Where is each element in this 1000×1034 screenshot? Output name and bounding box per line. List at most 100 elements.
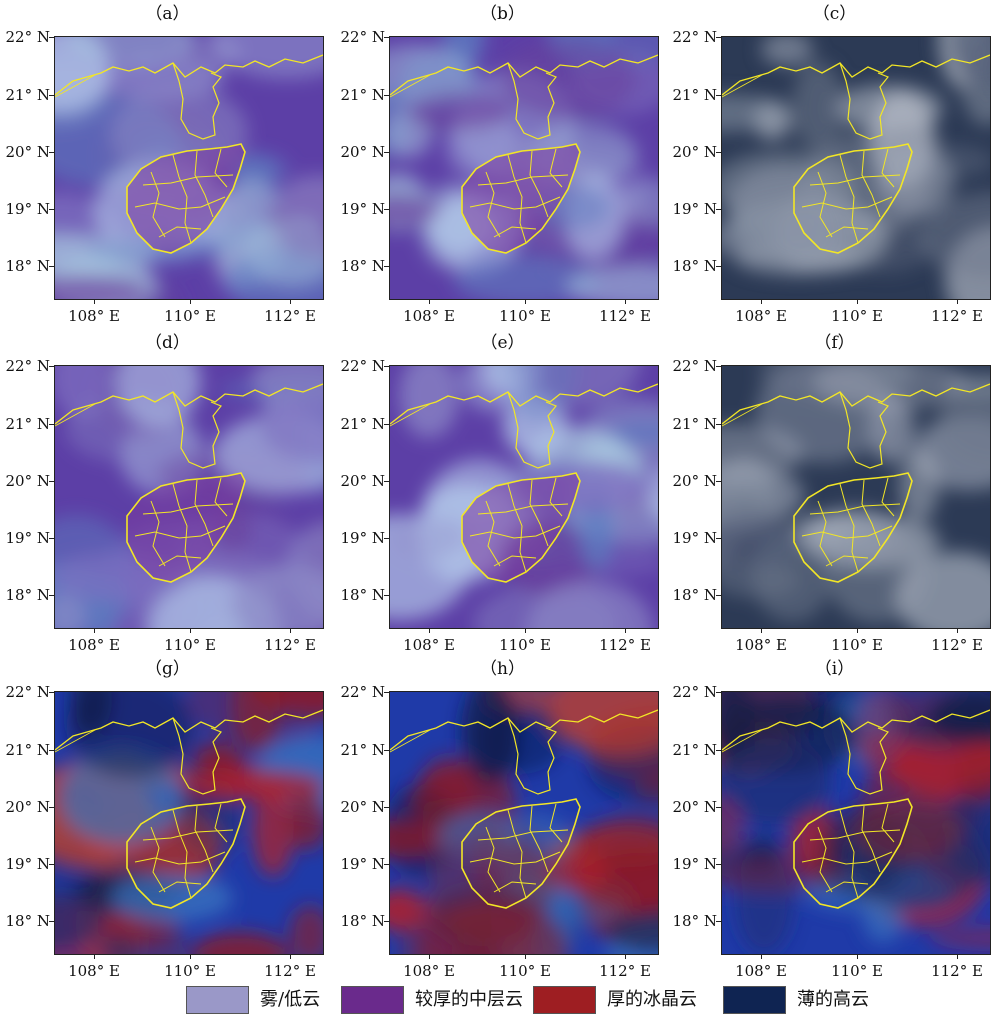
y-tick-label: 22° N	[340, 357, 385, 375]
y-tick-mark	[384, 595, 390, 596]
panel-title: （i）	[814, 659, 855, 679]
x-tick-label: 110° E	[831, 636, 883, 654]
x-tick-mark	[857, 954, 858, 959]
x-tick-label: 112° E	[931, 962, 983, 980]
x-tick-label: 110° E	[164, 962, 216, 980]
y-tick-label: 20° N	[340, 143, 385, 161]
panel-title: （c）	[812, 4, 857, 24]
y-tick-label: 22° N	[672, 683, 717, 701]
y-tick-mark	[384, 366, 390, 367]
panel-d: （d） 22° N 21° N 20° N 19° N 18° N 108° E 110° …	[0, 332, 335, 656]
panel-a: （a） 22° N 21° N 20° N 19° N 18° N 108° E 110° …	[0, 3, 335, 327]
y-tick-label: 21° N	[5, 415, 50, 433]
panel-h: （h） 22° N 21° N 20° N 19° N 18° N 108° E 110° …	[335, 658, 670, 982]
x-tick-mark	[857, 299, 858, 304]
x-tick-mark	[94, 628, 95, 633]
x-tick-mark	[290, 628, 291, 633]
y-tick-mark	[716, 750, 722, 751]
y-tick-label: 18° N	[340, 912, 385, 930]
x-tick-mark	[290, 299, 291, 304]
x-tick-mark	[957, 954, 958, 959]
y-tick-label: 20° N	[5, 472, 50, 490]
y-tick-label: 21° N	[672, 741, 717, 759]
y-tick-label: 19° N	[5, 200, 50, 218]
y-tick-mark	[716, 921, 722, 922]
y-tick-mark	[49, 95, 55, 96]
y-tick-label: 21° N	[672, 415, 717, 433]
legend-label-thick-mid-cloud: 较厚的中层云	[415, 989, 523, 1010]
y-tick-label: 22° N	[5, 28, 50, 46]
y-tick-label: 19° N	[672, 855, 717, 873]
panel-title: （g）	[145, 659, 190, 679]
y-tick-label: 21° N	[340, 415, 385, 433]
x-tick-label: 112° E	[931, 636, 983, 654]
y-tick-mark	[49, 921, 55, 922]
x-tick-mark	[290, 954, 291, 959]
satellite-image	[389, 691, 659, 955]
y-tick-label: 18° N	[672, 912, 717, 930]
y-tick-label: 20° N	[340, 798, 385, 816]
legend-label-fog-low-cloud: 雾/低云	[260, 989, 321, 1010]
y-tick-mark	[716, 807, 722, 808]
x-tick-label: 108° E	[68, 636, 120, 654]
x-tick-mark	[761, 628, 762, 633]
y-tick-label: 19° N	[672, 200, 717, 218]
y-tick-mark	[49, 864, 55, 865]
y-tick-mark	[384, 266, 390, 267]
y-tick-mark	[384, 424, 390, 425]
x-tick-label: 112° E	[264, 962, 316, 980]
y-tick-label: 22° N	[340, 28, 385, 46]
x-tick-mark	[957, 299, 958, 304]
y-tick-mark	[49, 209, 55, 210]
y-tick-mark	[716, 424, 722, 425]
x-tick-mark	[525, 299, 526, 304]
x-tick-label: 108° E	[735, 307, 787, 325]
y-tick-label: 19° N	[340, 529, 385, 547]
x-tick-label: 110° E	[164, 636, 216, 654]
y-tick-mark	[384, 481, 390, 482]
y-tick-label: 22° N	[5, 683, 50, 701]
y-tick-mark	[716, 266, 722, 267]
y-tick-label: 19° N	[340, 200, 385, 218]
y-tick-mark	[49, 538, 55, 539]
panel-title: （h）	[480, 659, 525, 679]
y-tick-mark	[384, 538, 390, 539]
x-tick-label: 108° E	[403, 962, 455, 980]
y-tick-label: 19° N	[5, 529, 50, 547]
satellite-image	[54, 36, 324, 300]
satellite-image	[721, 691, 991, 955]
y-tick-mark	[384, 864, 390, 865]
y-tick-mark	[716, 152, 722, 153]
y-tick-label: 18° N	[672, 586, 717, 604]
y-tick-label: 18° N	[5, 257, 50, 275]
x-tick-label: 110° E	[499, 636, 551, 654]
panel-title: （e）	[480, 333, 525, 353]
y-tick-label: 20° N	[672, 472, 717, 490]
y-tick-mark	[49, 807, 55, 808]
y-tick-label: 20° N	[5, 143, 50, 161]
y-tick-mark	[384, 807, 390, 808]
y-tick-label: 20° N	[340, 472, 385, 490]
x-tick-label: 108° E	[68, 962, 120, 980]
legend-label-thick-ice-cloud: 厚的冰晶云	[607, 989, 697, 1010]
y-tick-mark	[49, 750, 55, 751]
x-tick-label: 110° E	[831, 307, 883, 325]
y-tick-label: 18° N	[672, 257, 717, 275]
satellite-image	[389, 36, 659, 300]
x-tick-label: 112° E	[264, 307, 316, 325]
y-tick-mark	[49, 595, 55, 596]
y-tick-label: 22° N	[340, 683, 385, 701]
panel-title: （f）	[814, 333, 855, 353]
panel-b: （b） 22° N 21° N 20° N 19° N 18° N 108° E 110° …	[335, 3, 670, 327]
x-tick-mark	[525, 954, 526, 959]
x-tick-mark	[625, 299, 626, 304]
y-tick-mark	[384, 692, 390, 693]
x-tick-mark	[429, 954, 430, 959]
y-tick-label: 22° N	[672, 357, 717, 375]
x-tick-mark	[957, 628, 958, 633]
x-tick-mark	[94, 299, 95, 304]
legend-label-thin-high-cloud: 薄的高云	[797, 989, 869, 1010]
x-tick-label: 108° E	[403, 636, 455, 654]
y-tick-mark	[716, 366, 722, 367]
y-tick-label: 19° N	[340, 855, 385, 873]
